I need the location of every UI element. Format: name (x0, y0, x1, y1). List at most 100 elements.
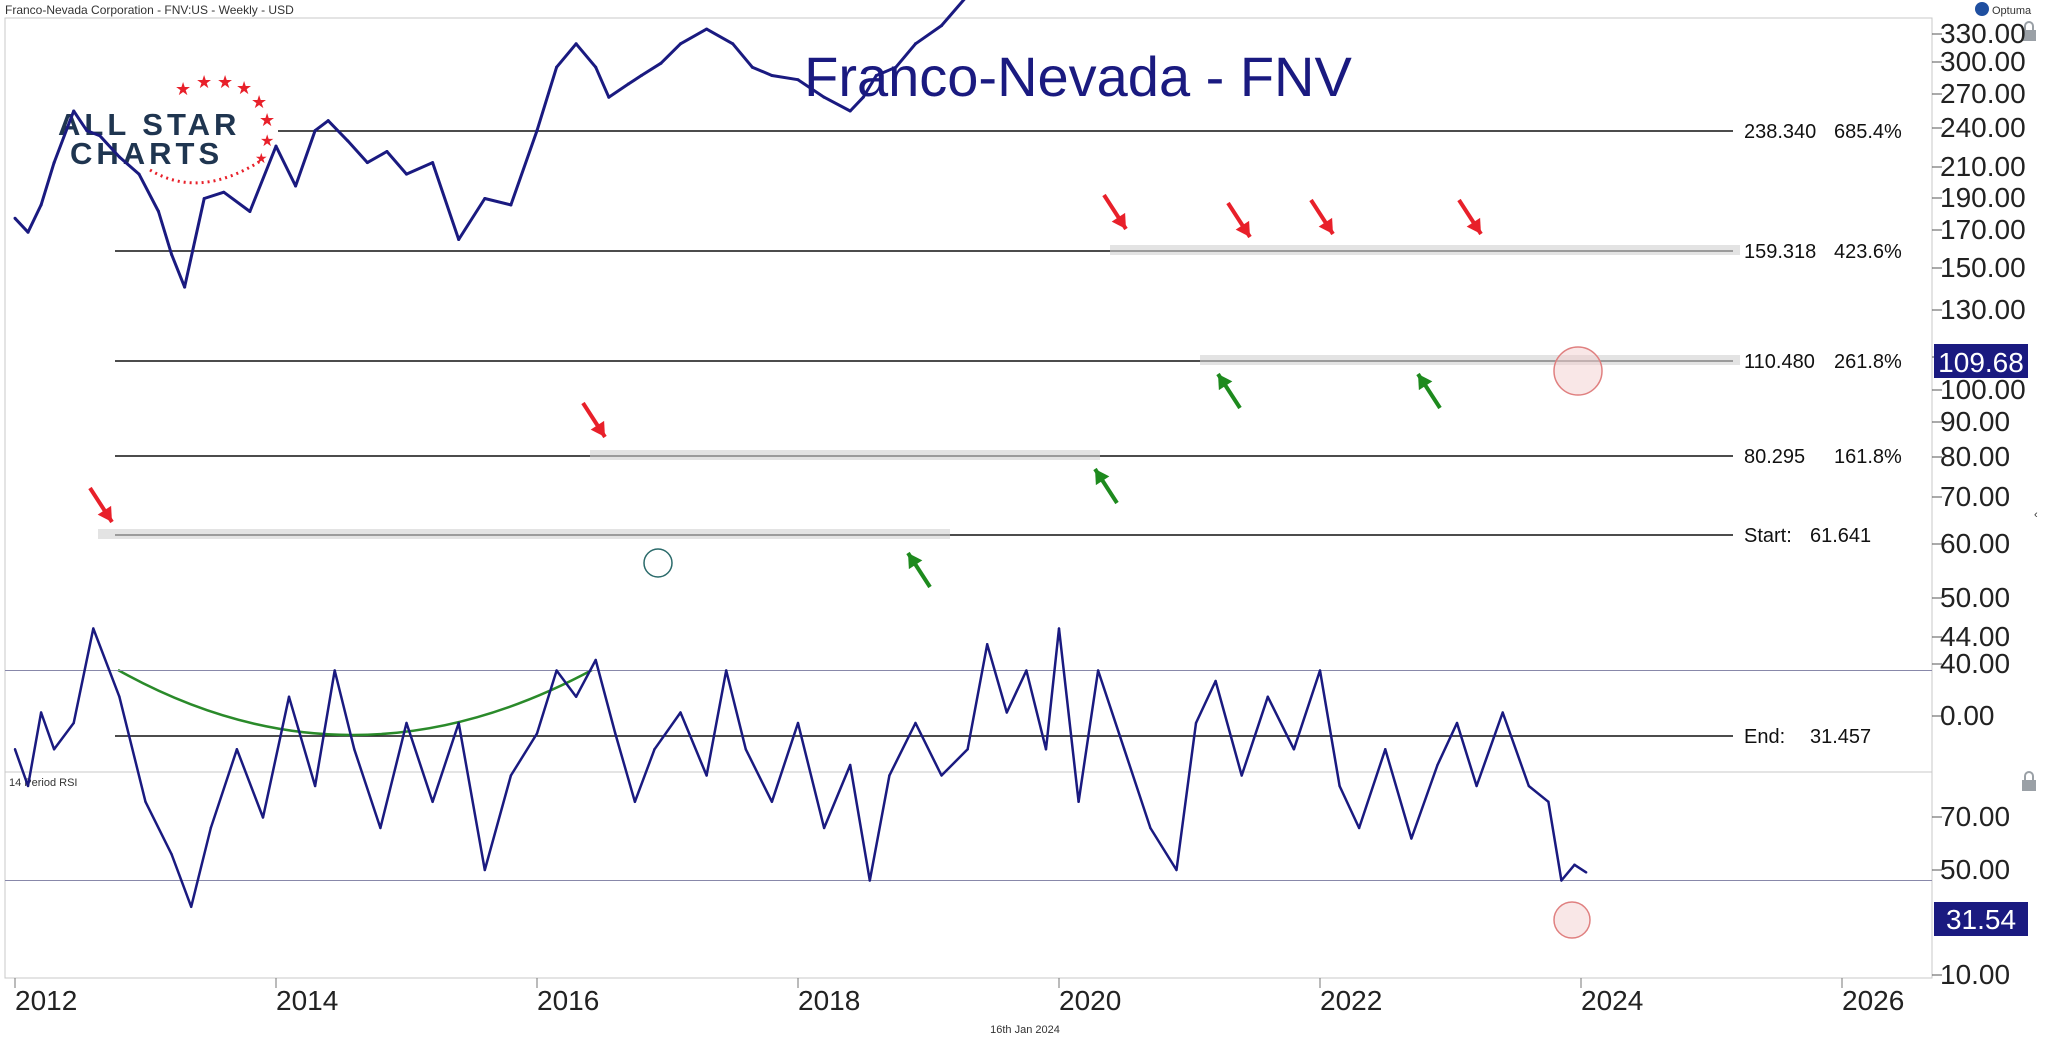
rsi-point (92, 627, 95, 630)
rsi-point (849, 763, 852, 767)
y-tick-label: 170.00 (1940, 214, 2026, 245)
logo-dotted-arc (149, 158, 263, 185)
rsi-point (1214, 679, 1217, 683)
logo-line1: ALL STAR (58, 107, 240, 142)
price-point (607, 95, 611, 99)
rsi-point (118, 695, 121, 698)
fib-level-value: 110.480 (1744, 351, 1815, 373)
price-point (874, 73, 878, 77)
svg-text:★: ★ (175, 79, 191, 99)
price-point (913, 42, 917, 46)
red-arrow-icon (581, 401, 607, 439)
rsi-point (261, 816, 265, 819)
price-point (170, 252, 174, 256)
rsi-last-value-badge (1934, 902, 2028, 936)
arrow-head (97, 505, 112, 522)
rsi-title: 14 Period RSI (9, 777, 77, 789)
price-point (274, 144, 278, 148)
fib-level-value: Start: (1744, 525, 1792, 547)
price-point (679, 42, 683, 46)
rsi-point (287, 695, 291, 698)
rsi-point (1194, 721, 1198, 725)
x-tick-label: 2018 (798, 985, 860, 1016)
price-point (574, 42, 578, 46)
y-tick-label: 50.00 (1940, 582, 2010, 613)
support-resistance-band (590, 450, 1100, 460)
rsi-point (966, 748, 969, 751)
price-point (222, 190, 226, 194)
price-point (639, 73, 643, 77)
y-tick-label: 210.00 (1940, 151, 2026, 182)
red-arrow-icon (1457, 198, 1483, 236)
rsi-y-tick-label: 10.00 (1940, 959, 2010, 990)
rsi-point (1338, 784, 1341, 788)
rsi-last-value-label: 31.54 (1946, 904, 2016, 935)
svg-text:★: ★ (196, 72, 212, 92)
rsi-point (1501, 711, 1504, 714)
y-tick-label: 44.00 (1940, 621, 2010, 652)
price-point (39, 203, 43, 207)
x-tick-label: 2014 (276, 985, 338, 1016)
x-tick-label: 2012 (15, 985, 77, 1016)
rsi-point (1240, 774, 1243, 777)
logo-stars: ★ ★ ★ ★ ★★ ★★ (175, 72, 275, 166)
rsi-point (1560, 879, 1563, 882)
y-tick-label: 330.00 (1940, 18, 2026, 49)
x-tick-label: 2024 (1581, 985, 1643, 1016)
instrument-label: Franco-Nevada Corporation - FNV:US - Wee… (5, 3, 294, 17)
collapse-arrow-icon[interactable]: ‹ (2034, 509, 2038, 521)
logo-line2: CHARTS (70, 136, 223, 171)
rsi-point (888, 774, 891, 777)
x-tick-label: 2022 (1320, 985, 1382, 1016)
rsi-point (170, 853, 173, 856)
price-point (72, 109, 76, 113)
price-point (137, 172, 141, 176)
rsi-point (1573, 863, 1576, 866)
price-point (848, 109, 852, 113)
y-tick-label: 60.00 (1940, 528, 2010, 559)
price-point (457, 237, 461, 241)
price-point (52, 161, 56, 165)
red-arrow-icon (1226, 201, 1252, 239)
fib-level-value: 238.340 (1744, 121, 1816, 143)
price-point (365, 161, 369, 165)
rsi-point (1527, 784, 1531, 788)
rsi-point (1057, 627, 1061, 630)
lock-icon[interactable] (2022, 21, 2036, 41)
rsi-point (555, 669, 558, 672)
rsi-point (26, 784, 30, 788)
rsi-point (1410, 837, 1413, 840)
x-tick-label: 2020 (1059, 985, 1121, 1016)
price-point (594, 65, 598, 69)
rsi-y-tick-label: 50.00 (1940, 854, 2010, 885)
rsi-point (1044, 748, 1048, 751)
fib-level-pct: 31.457 (1810, 726, 1871, 748)
main-panel-frame (4, 17, 1933, 979)
rsi-point (52, 748, 56, 751)
rsi-point (914, 721, 917, 725)
fib-level-pct: 423.6% (1834, 241, 1902, 263)
rsi-point (940, 774, 943, 777)
price-point (659, 61, 663, 65)
y-tick-label: 130.00 (1940, 294, 2026, 325)
price-point (731, 42, 735, 46)
support-resistance-band (1110, 245, 1740, 255)
base-arc (117, 668, 593, 737)
price-point (626, 82, 630, 86)
price-series-line (13, 0, 966, 289)
price-point (405, 172, 408, 176)
y-tick-label: 100.00 (1940, 374, 2026, 405)
green-arrow-icon (1093, 467, 1119, 505)
price-point (183, 285, 187, 289)
lock-icon-rsi[interactable] (2022, 771, 2036, 791)
y-tick-label: 0.00 (1940, 700, 1995, 731)
rsi-point (1025, 669, 1028, 672)
rsi-point (235, 748, 239, 751)
rsi-point (1318, 669, 1322, 672)
fib-level-pct: 261.8% (1834, 351, 1902, 373)
rsi-point (1436, 763, 1439, 767)
highlight-circle (1553, 901, 1591, 939)
green-arrow-icon (1216, 372, 1242, 410)
rsi-point (594, 658, 597, 662)
